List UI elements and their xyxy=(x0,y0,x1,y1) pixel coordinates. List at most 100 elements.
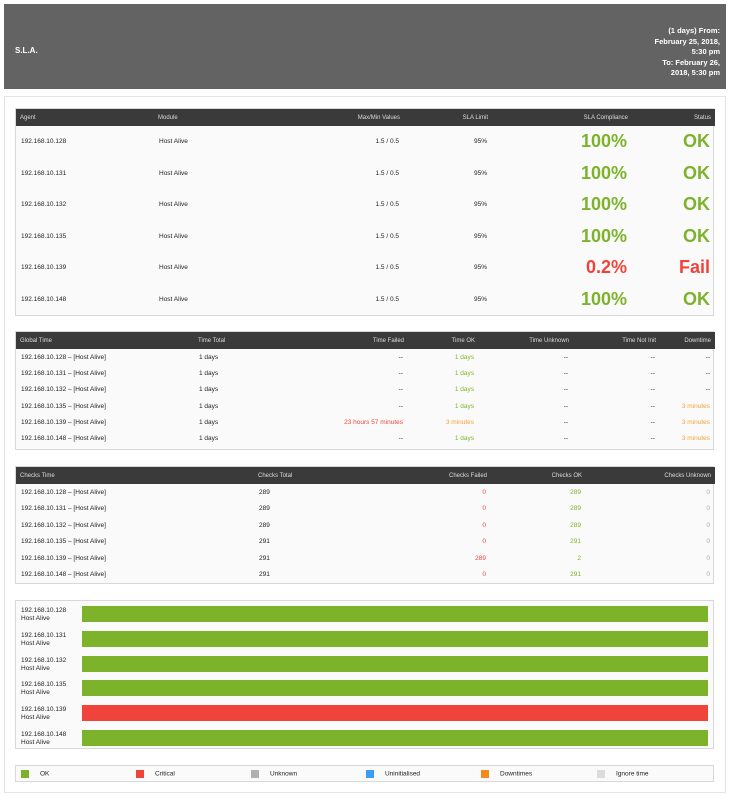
legend-swatch xyxy=(481,770,489,778)
table-header-row: Checks Time Checks Total Checks Failed C… xyxy=(16,467,715,484)
status-bar-label: 192.168.10.148 Host Alive xyxy=(21,731,66,747)
status-bar-label: 192.168.10.139 Host Alive xyxy=(21,706,66,722)
checks-total-cell: 289 xyxy=(259,505,270,513)
module-name-cell: 192.168.10.131 – [Host Alive] xyxy=(21,369,106,377)
status-bar-label: 192.168.10.131 Host Alive xyxy=(21,632,66,648)
sla-limit-cell: 95% xyxy=(473,138,487,146)
checks-total-cell: 291 xyxy=(259,554,270,562)
downtime-cell: 3 minutes xyxy=(681,435,710,443)
table-row: 192.168.10.135 – [Host Alive] 291 0 291 0 xyxy=(16,534,715,551)
time-total-cell: 1 days xyxy=(199,402,219,410)
table-header-row: Agent Module Max/Min Values SLA Limit SL… xyxy=(16,109,715,126)
agent-cell: 192.168.10.148 xyxy=(21,295,67,303)
status-bar-module: Host Alive xyxy=(21,639,50,647)
downtime-cell: -- xyxy=(705,386,710,394)
compliance-cell: 100% xyxy=(580,194,627,215)
column-header: SLA Limit xyxy=(404,109,492,126)
status-bar-agent: 192.168.10.139 xyxy=(21,706,67,714)
compliance-cell: 100% xyxy=(580,288,627,309)
downtime-cell: 3 minutes xyxy=(681,418,710,426)
legend-swatch xyxy=(21,770,29,778)
downtime-cell: -- xyxy=(705,353,710,361)
time-failed-cell: -- xyxy=(398,386,403,394)
time-ok-cell: 1 days xyxy=(454,386,474,394)
date-range-line: (1 days) From: xyxy=(668,26,720,35)
time-failed-cell: -- xyxy=(398,353,403,361)
sla-limit-cell: 95% xyxy=(473,201,487,209)
table-row: 192.168.10.131 – [Host Alive] 289 0 289 0 xyxy=(16,501,715,518)
sla-limit-cell: 95% xyxy=(473,295,487,303)
checks-total-cell: 289 xyxy=(259,521,270,529)
status-bar-agent: 192.168.10.135 xyxy=(21,681,67,689)
legend-label: Ignore time xyxy=(616,770,649,778)
report-header: S.L.A. (1 days) From: February 25, 2018,… xyxy=(4,4,726,89)
table-row: 192.168.10.128 – [Host Alive] 1 days -- 1 d… xyxy=(16,349,715,365)
status-bar-module: Host Alive xyxy=(21,689,50,697)
module-name-cell: 192.168.10.139 – [Host Alive] xyxy=(21,418,106,426)
module-cell: Host Alive xyxy=(159,201,188,209)
sla-limit-cell: 95% xyxy=(473,232,487,240)
table-row: 192.168.10.148 Host Alive 1.5 / 0.5 95% 100%… xyxy=(16,284,715,316)
checks-failed-cell: 0 xyxy=(482,571,486,579)
checks-failed-cell: 0 xyxy=(482,488,486,496)
time-total-cell: 1 days xyxy=(199,353,219,361)
sla-summary-table: Agent Module Max/Min Values SLA Limit SL… xyxy=(15,108,715,316)
time-unknown-cell: -- xyxy=(563,353,568,361)
global-time-table: Global Time Time Total Time Failed Time … xyxy=(15,331,715,450)
module-name-cell: 192.168.10.148 – [Host Alive] xyxy=(21,435,106,443)
status-cell: OK xyxy=(683,225,710,246)
time-ok-cell: 3 minutes xyxy=(445,418,474,426)
checks-total-cell: 289 xyxy=(259,488,270,496)
checks-unknown-cell: 0 xyxy=(706,521,710,529)
table-row: 192.168.10.131 Host Alive 1.5 / 0.5 95% 100%… xyxy=(16,158,715,190)
checks-ok-cell: 291 xyxy=(570,538,581,546)
checks-total-cell: 291 xyxy=(259,571,270,579)
table-header-row: Global Time Time Total Time Failed Time … xyxy=(16,332,715,349)
agent-cell: 192.168.10.128 xyxy=(21,138,67,146)
time-ok-cell: 1 days xyxy=(454,435,474,443)
compliance-cell: 0.2% xyxy=(585,257,627,278)
column-header: Time Failed xyxy=(256,332,408,349)
status-bar-module: Host Alive xyxy=(21,664,50,672)
maxmin-cell: 1.5 / 0.5 xyxy=(375,232,400,240)
time-ok-cell: 1 days xyxy=(454,402,474,410)
column-header: Time Total xyxy=(194,332,256,349)
report-date-range: (1 days) From: February 25, 2018, 5:30 p… xyxy=(600,26,720,79)
legend-item: Ignore time xyxy=(597,770,649,778)
table-row: 192.168.10.128 – [Host Alive] 289 0 289 0 xyxy=(16,484,715,501)
time-unknown-cell: -- xyxy=(563,386,568,394)
legend-swatch xyxy=(251,770,259,778)
checks-time-table: Checks Time Checks Total Checks Failed C… xyxy=(15,466,715,584)
table-row: 192.168.10.139 Host Alive 1.5 / 0.5 95% 0.2%… xyxy=(16,252,715,284)
status-bar-label: 192.168.10.135 Host Alive xyxy=(21,681,66,697)
column-header: Time Not Init xyxy=(573,332,660,349)
module-cell: Host Alive xyxy=(159,264,188,272)
status-bar-row: 192.168.10.128 Host Alive xyxy=(16,602,712,627)
status-bar-row: 192.168.10.148 Host Alive xyxy=(16,726,712,751)
module-name-cell: 192.168.10.135 – [Host Alive] xyxy=(21,538,106,546)
compliance-cell: 100% xyxy=(580,162,627,183)
status-bar-row: 192.168.10.132 Host Alive xyxy=(16,652,712,677)
time-failed-cell: -- xyxy=(398,402,403,410)
module-name-cell: 192.168.10.132 – [Host Alive] xyxy=(21,386,106,394)
column-header: Checks Failed xyxy=(379,467,491,484)
table-row: 192.168.10.148 – [Host Alive] 291 0 291 0 xyxy=(16,567,715,584)
time-not-init-cell: -- xyxy=(650,353,655,361)
checks-ok-cell: 289 xyxy=(570,505,581,513)
column-header: Downtime xyxy=(660,332,715,349)
module-cell: Host Alive xyxy=(159,138,188,146)
downtime-cell: 3 minutes xyxy=(681,402,710,410)
time-total-cell: 1 days xyxy=(199,418,219,426)
checks-unknown-cell: 0 xyxy=(706,505,710,513)
status-bar-module: Host Alive xyxy=(21,714,50,722)
maxmin-cell: 1.5 / 0.5 xyxy=(375,201,400,209)
table-row: 192.168.10.148 – [Host Alive] 1 days -- 1 d… xyxy=(16,430,715,446)
time-total-cell: 1 days xyxy=(199,435,219,443)
status-cell: OK xyxy=(683,131,710,152)
time-total-cell: 1 days xyxy=(199,369,219,377)
status-bar-agent: 192.168.10.148 xyxy=(21,731,67,738)
table-row: 192.168.10.139 – [Host Alive] 291 289 2 0 xyxy=(16,550,715,567)
status-bar-module: Host Alive xyxy=(21,615,50,622)
module-name-cell: 192.168.10.128 – [Host Alive] xyxy=(21,488,106,496)
status-bar xyxy=(82,630,708,647)
